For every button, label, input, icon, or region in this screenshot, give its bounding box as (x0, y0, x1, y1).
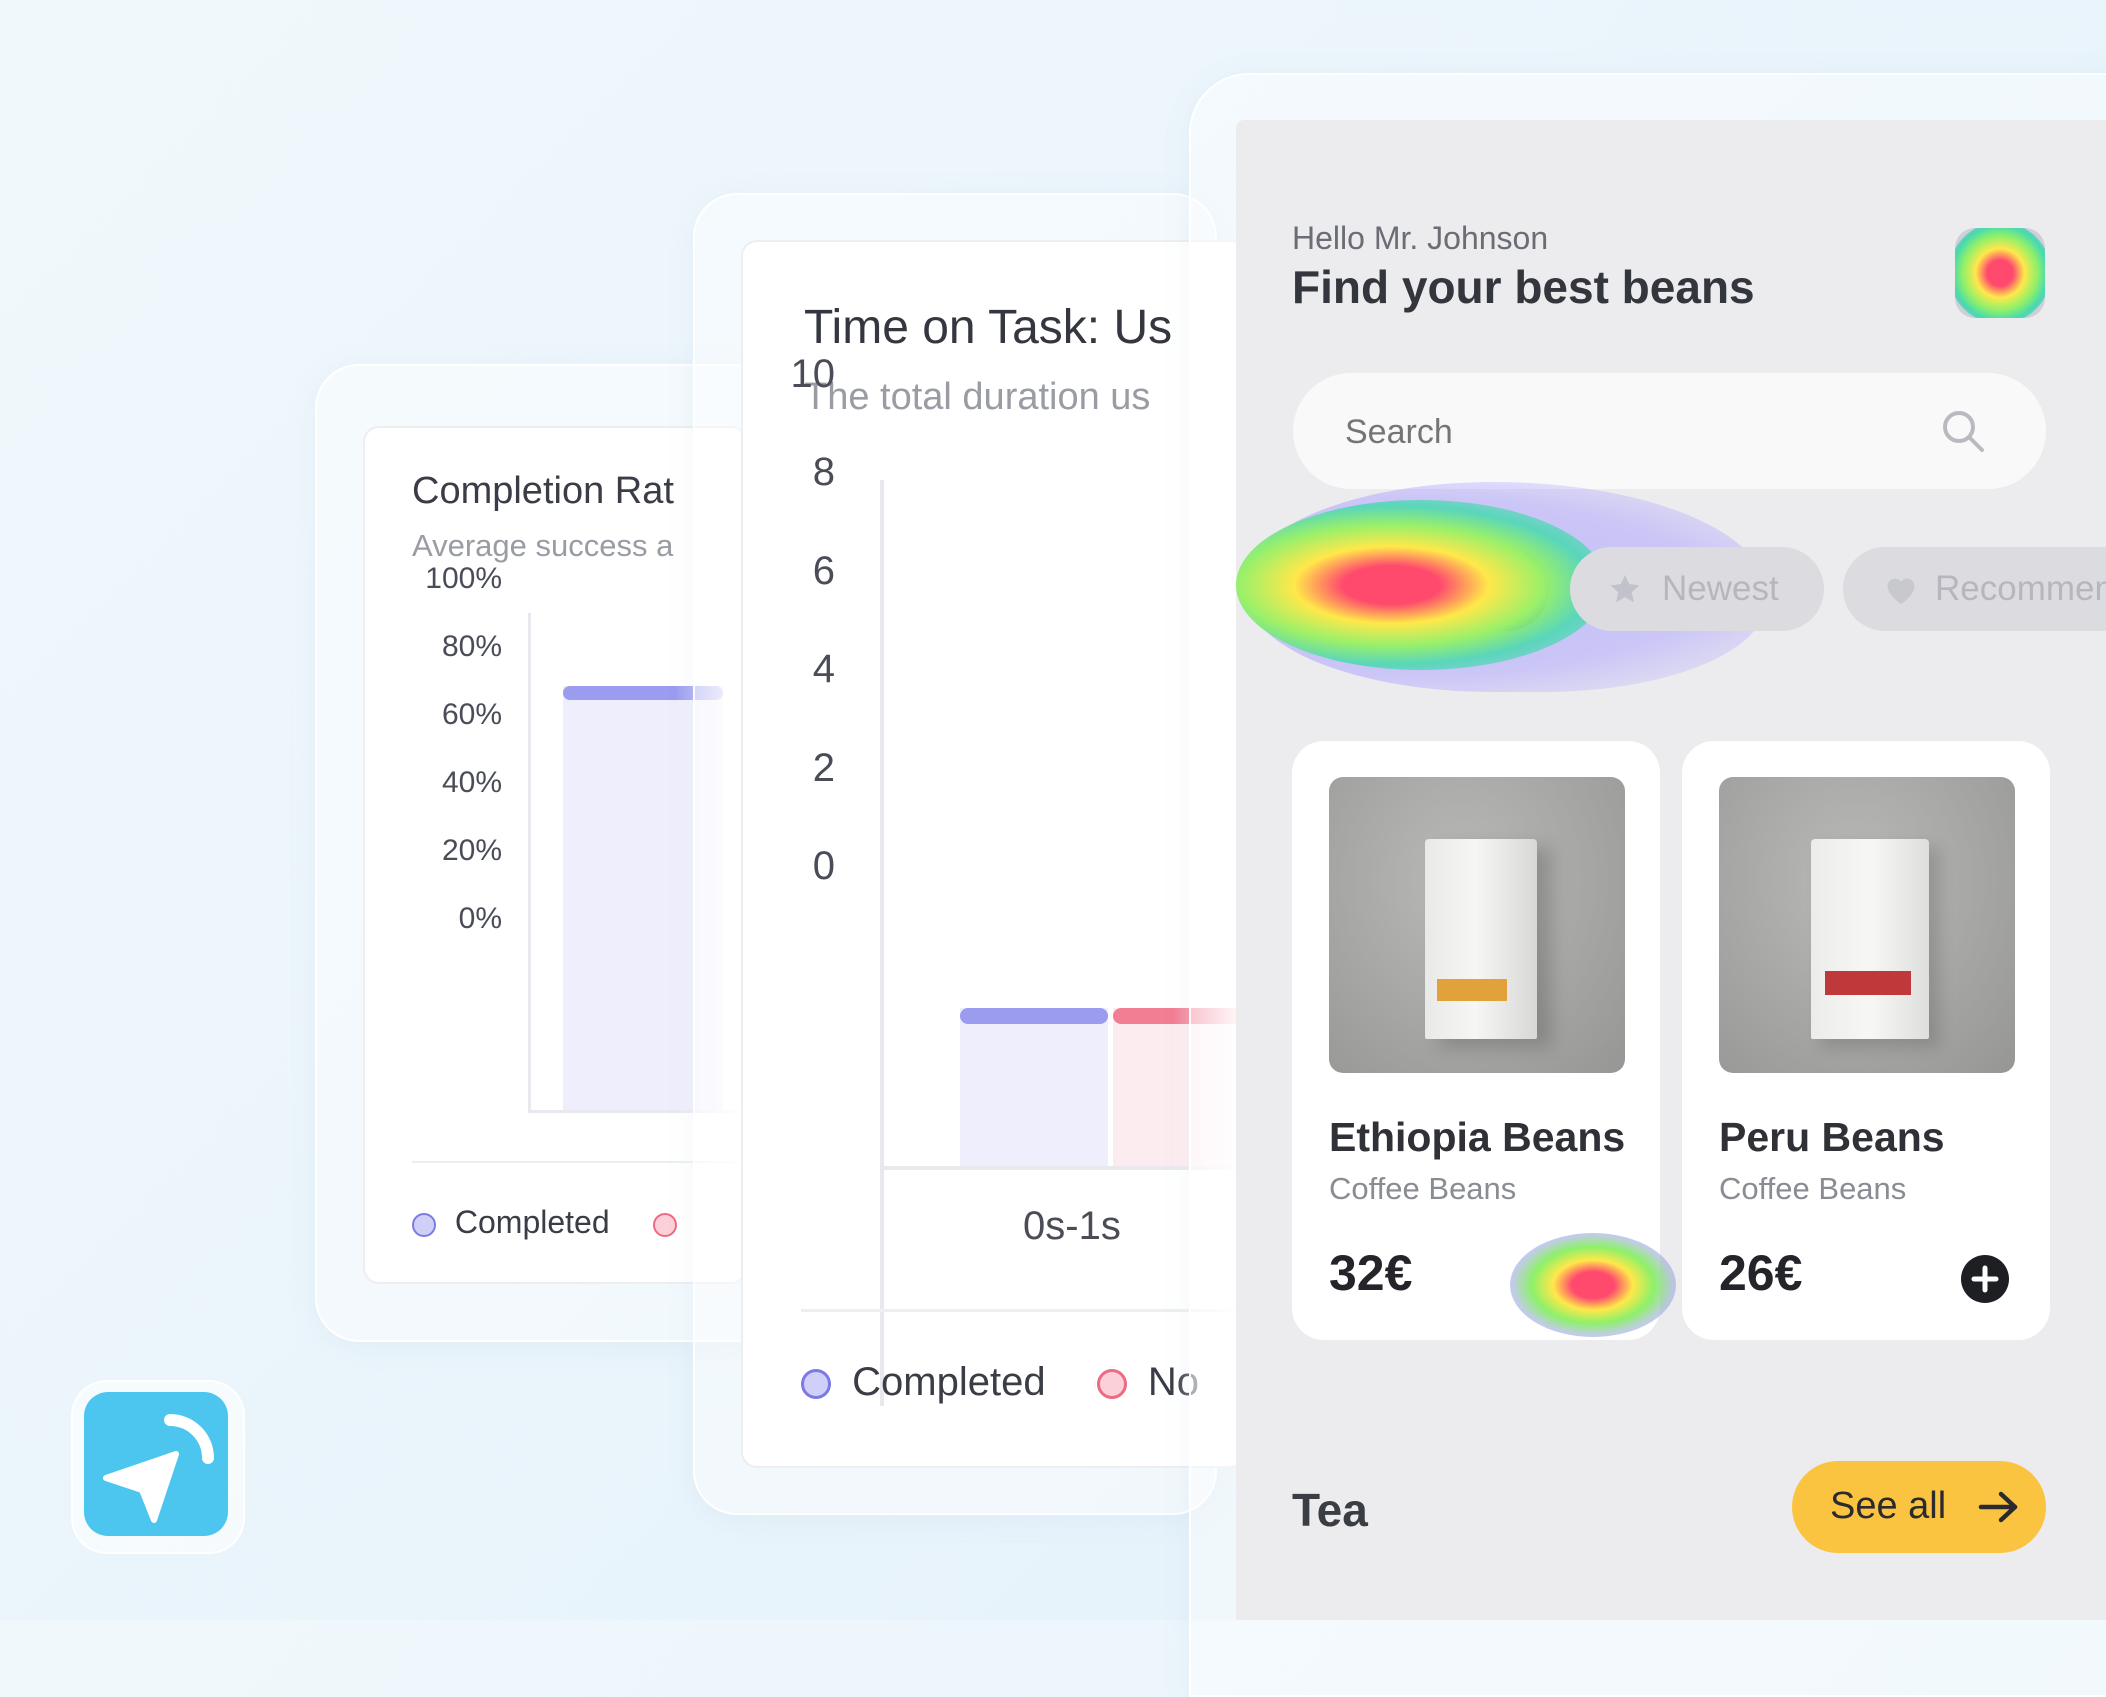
completion-rate-title: Completion Rat (412, 470, 674, 512)
x-tick-label: 0s-1s (1023, 1204, 1121, 1248)
section-title-tea: Tea (1292, 1484, 1368, 1536)
y-tick-label: 0 (812, 844, 835, 888)
see-all-label: See all (1830, 1485, 1947, 1527)
search-bar[interactable] (1293, 373, 2046, 489)
time-on-task-subtitle: The total duration us (804, 376, 1151, 418)
greeting-text: Hello Mr. Johnson (1292, 220, 1549, 256)
y-tick-label: 2 (812, 745, 835, 790)
bar-completed-cap (960, 1008, 1108, 1025)
coffee-bag-graphic (1811, 839, 1929, 1039)
product-name: Peru Beans (1719, 1114, 1945, 1160)
y-tick-label: 20% (441, 834, 502, 867)
brand-app-icon[interactable] (84, 1392, 228, 1536)
y-tick-label: 8 (812, 450, 835, 495)
completion-legend: Completed (412, 1204, 677, 1241)
y-tick-label: 10 (790, 352, 836, 396)
heart-icon (1887, 578, 1915, 604)
search-icon[interactable] (1940, 408, 1986, 454)
legend-completed-label: Completed (852, 1360, 1046, 1404)
bar-completed (960, 1008, 1108, 1166)
legend-completed-dot (412, 1212, 436, 1237)
coffee-app-screen: Hello Mr. Johnson Find your best beans r… (1236, 120, 2106, 1620)
completion-rate-subtitle: Average success a (412, 528, 674, 563)
arrow-right-icon (1978, 1491, 2018, 1523)
cursor-arrow-icon (103, 1414, 214, 1523)
legend-not-completed-dot (652, 1212, 677, 1237)
product-category: Coffee Beans (1719, 1171, 1907, 1206)
time-y-axis (880, 480, 884, 1406)
completion-rate-card: Completion Rat Average success a 100% 80%… (363, 426, 747, 1284)
product-card-ethiopia[interactable]: Ethiopia Beans Coffee Beans 32€ (1292, 741, 1676, 1340)
completion-legend-divider (412, 1161, 745, 1163)
filter-chip-recommended-label: Recommen (1935, 569, 2106, 608)
see-all-button[interactable]: See all (1792, 1461, 2046, 1553)
product-name: Ethiopia Beans (1329, 1114, 1626, 1160)
heatmap-avatar (1955, 228, 2045, 318)
completion-y-axis (528, 613, 531, 1111)
product-price: 32€ (1329, 1245, 1413, 1301)
time-legend-divider (801, 1309, 1243, 1312)
page-headline: Find your best beans (1292, 261, 1755, 313)
y-tick-label: 60% (441, 698, 502, 731)
y-tick-label: 4 (812, 647, 835, 692)
y-tick-label: 40% (441, 766, 502, 799)
legend-completed-label: Completed (454, 1204, 610, 1240)
y-tick-label: 100% (425, 562, 502, 595)
product-category: Coffee Beans (1329, 1171, 1517, 1206)
bag-label (1437, 979, 1507, 1001)
completion-x-axis (528, 1110, 745, 1113)
product-price: 26€ (1719, 1245, 1803, 1301)
search-input[interactable] (1343, 403, 1907, 461)
heatmap-add-button (1510, 1233, 1676, 1337)
avatar[interactable] (1955, 228, 2045, 318)
add-to-cart-button[interactable] (1960, 1254, 2010, 1304)
time-legend: Completed No (801, 1360, 1199, 1405)
coffee-bag-graphic (1425, 839, 1537, 1039)
product-image-peru (1719, 777, 2015, 1073)
heatmap-filter-hotspot (1236, 500, 1606, 670)
time-on-task-card: Time on Task: Us The total duration us 1… (741, 240, 1245, 1468)
filter-chip-newest[interactable]: Newest (1570, 547, 1824, 631)
legend-not-completed-dot (1096, 1369, 1127, 1400)
time-on-task-title: Time on Task: Us (804, 301, 1173, 354)
time-x-axis (880, 1166, 1243, 1170)
product-card-peru[interactable]: Peru Beans Coffee Beans 26€ (1682, 741, 2050, 1340)
filter-chip-newest-label: Newest (1662, 569, 1779, 608)
bag-label (1825, 971, 1911, 995)
filter-chip-recommended[interactable]: Recommen (1843, 547, 2106, 631)
y-tick-label: 6 (812, 548, 835, 593)
legend-completed-dot (801, 1369, 831, 1400)
y-tick-label: 0% (458, 902, 502, 935)
star-icon (1610, 574, 1640, 603)
product-image-ethiopia (1329, 777, 1625, 1073)
y-tick-label: 80% (441, 630, 502, 663)
